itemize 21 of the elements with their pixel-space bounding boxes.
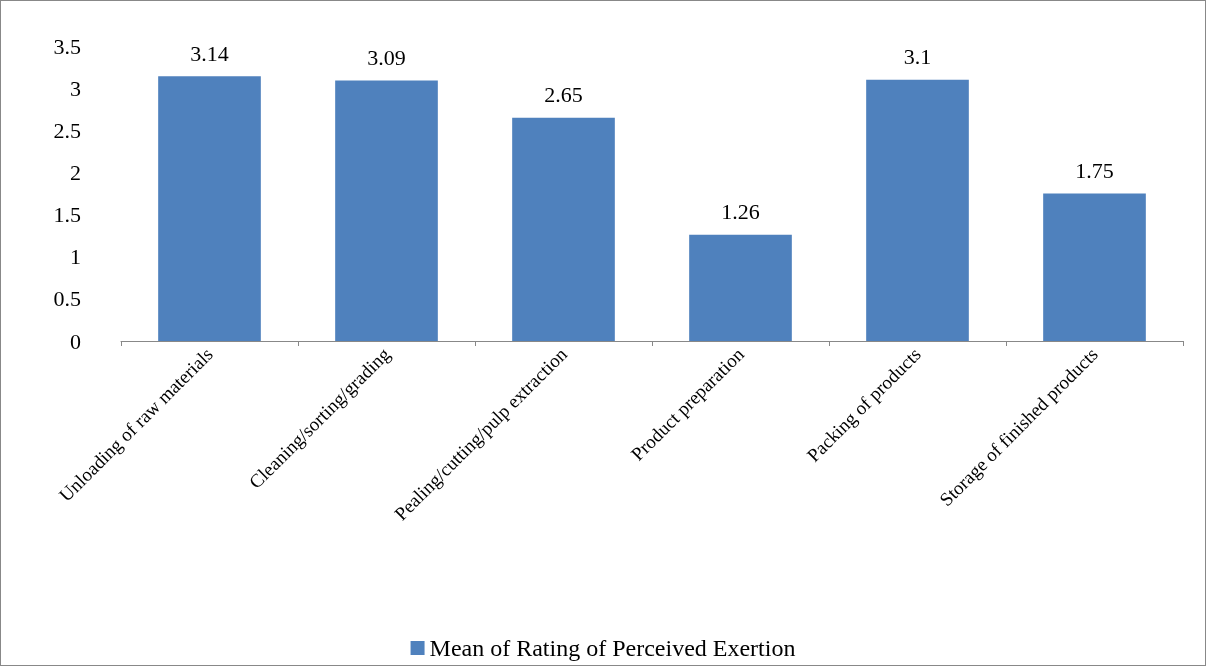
y-tick-label: 1 (70, 244, 81, 270)
y-tick-label: 3.5 (53, 33, 81, 59)
y-tick-label: 0 (70, 328, 81, 354)
bar (866, 79, 969, 341)
y-tick-label: 2.5 (53, 117, 81, 143)
bar (1043, 193, 1146, 341)
data-label: 3.09 (367, 45, 406, 71)
bar (689, 234, 792, 341)
data-label: 1.75 (1075, 158, 1114, 183)
bar (512, 117, 615, 341)
legend-label: Mean of Rating of Perceived Exertion (429, 635, 796, 661)
bar (335, 80, 438, 341)
y-tick-label: 3 (70, 75, 81, 101)
data-label: 3.14 (190, 40, 229, 66)
data-label: 2.65 (544, 82, 583, 108)
bar (158, 76, 261, 341)
y-tick-label: 2 (70, 159, 81, 185)
data-label: 3.1 (903, 44, 932, 70)
y-tick-label: 1.5 (53, 202, 81, 228)
data-label: 1.26 (721, 199, 760, 225)
y-tick-label: 0.5 (53, 286, 81, 312)
